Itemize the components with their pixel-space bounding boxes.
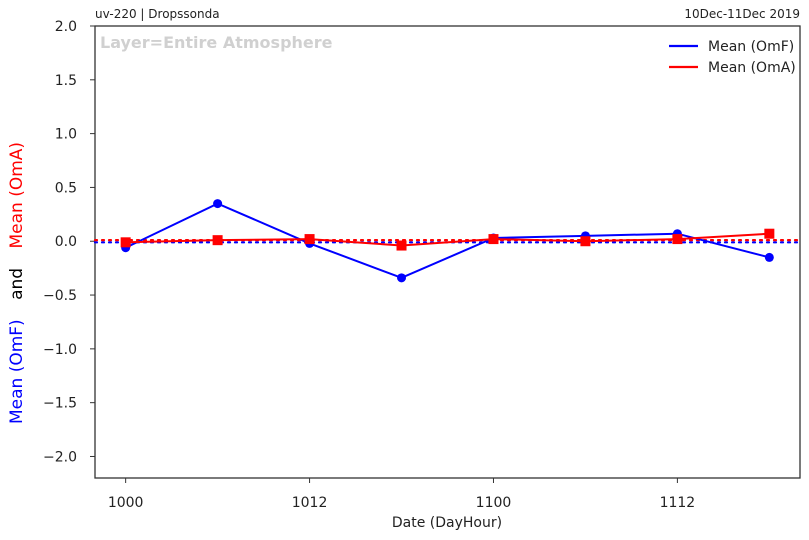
plot-frame xyxy=(94,25,801,479)
header-left: uv-220 | Dropssonda xyxy=(95,7,220,21)
header-right: 10Dec-11Dec 2019 xyxy=(684,7,800,21)
y-tick-label: 0.0 xyxy=(55,234,77,250)
data-point xyxy=(304,234,315,245)
svg-text:Mean (OmF) and Mea: Mean (OmF) and Mean (OmA) xyxy=(7,142,27,424)
y-label-omf: Mean (OmF) xyxy=(7,319,27,424)
series-line xyxy=(125,232,770,247)
data-point xyxy=(764,228,775,239)
y-tick-label: 1.0 xyxy=(55,127,77,143)
y-label-oma: Mean (OmA) xyxy=(7,142,27,249)
data-point xyxy=(580,236,591,247)
layer-annotation: Layer=Entire Atmosphere xyxy=(100,33,333,52)
y-tick-label: −2.0 xyxy=(43,449,77,465)
y-label-and: and xyxy=(7,268,27,300)
data-point xyxy=(212,235,223,246)
y-tick-label: −1.0 xyxy=(43,342,77,358)
data-point xyxy=(396,240,407,251)
x-tick-label: 1000 xyxy=(108,495,144,511)
data-point xyxy=(488,234,499,245)
legend-label: Mean (OmA) xyxy=(708,60,796,76)
data-point xyxy=(213,199,223,209)
y-tick-label: −0.5 xyxy=(43,288,77,304)
y-tick-label: 1.5 xyxy=(55,73,77,89)
x-tick-label: 1100 xyxy=(476,495,512,511)
series-line xyxy=(125,202,770,279)
legend-label: Mean (OmF) xyxy=(708,39,794,55)
x-tick-label: 1112 xyxy=(660,495,696,511)
x-axis-label: Date (DayHour) xyxy=(392,515,502,531)
y-tick-label: 0.5 xyxy=(55,180,77,196)
y-tick-label: −1.5 xyxy=(43,396,77,412)
x-tick-label: 1012 xyxy=(292,495,328,511)
data-point xyxy=(672,234,683,245)
y-tick-label: 2.0 xyxy=(55,19,77,35)
data-point xyxy=(764,252,774,262)
data-point xyxy=(120,237,131,248)
data-point xyxy=(397,273,407,283)
y-axis-label: Mean (OmF) and Mean (OmA) xyxy=(7,142,27,424)
